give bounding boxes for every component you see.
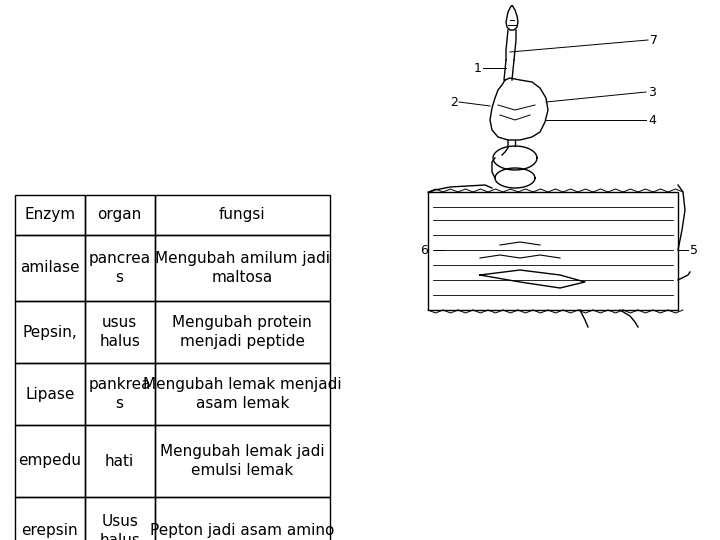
Text: Mengubah protein
menjadi peptide: Mengubah protein menjadi peptide <box>172 315 312 349</box>
Text: amilase: amilase <box>20 260 80 275</box>
Text: Usus
halus: Usus halus <box>99 514 140 540</box>
Text: Mengubah lemak menjadi
asam lemak: Mengubah lemak menjadi asam lemak <box>143 377 341 411</box>
Text: 5: 5 <box>690 244 698 256</box>
Text: pancrea
s: pancrea s <box>89 251 150 285</box>
Text: 6: 6 <box>420 244 428 256</box>
Text: fungsi: fungsi <box>219 207 266 222</box>
Text: empedu: empedu <box>19 454 81 469</box>
Bar <box>85 497 155 540</box>
Text: Pepsin,: Pepsin, <box>22 325 77 340</box>
Bar <box>85 235 155 301</box>
Text: Pepton jadi asam amino: Pepton jadi asam amino <box>150 523 334 538</box>
Text: Mengubah amilum jadi
maltosa: Mengubah amilum jadi maltosa <box>155 251 330 285</box>
Bar <box>15 301 85 363</box>
Bar <box>15 235 85 301</box>
Bar <box>85 195 155 235</box>
Text: pankrea
s: pankrea s <box>89 377 151 411</box>
Bar <box>15 425 85 497</box>
Text: 3: 3 <box>648 85 656 98</box>
Bar <box>85 301 155 363</box>
Text: organ: organ <box>97 207 142 222</box>
Bar <box>15 497 85 540</box>
Text: 7: 7 <box>650 33 658 46</box>
Text: usus
halus: usus halus <box>99 315 140 349</box>
Bar <box>155 425 330 497</box>
Text: Mengubah lemak jadi
emulsi lemak: Mengubah lemak jadi emulsi lemak <box>160 444 325 478</box>
Text: 4: 4 <box>648 113 656 126</box>
Bar <box>15 195 85 235</box>
Text: erepsin: erepsin <box>22 523 78 538</box>
Text: hati: hati <box>105 454 134 469</box>
Bar <box>85 425 155 497</box>
Text: 2: 2 <box>450 96 458 109</box>
Bar <box>15 363 85 425</box>
Bar <box>155 301 330 363</box>
Text: Enzym: Enzym <box>24 207 76 222</box>
Text: Lipase: Lipase <box>25 387 75 402</box>
Bar <box>155 195 330 235</box>
Bar <box>155 363 330 425</box>
Bar <box>155 235 330 301</box>
Bar <box>85 363 155 425</box>
Bar <box>155 497 330 540</box>
Text: 1: 1 <box>474 62 482 75</box>
